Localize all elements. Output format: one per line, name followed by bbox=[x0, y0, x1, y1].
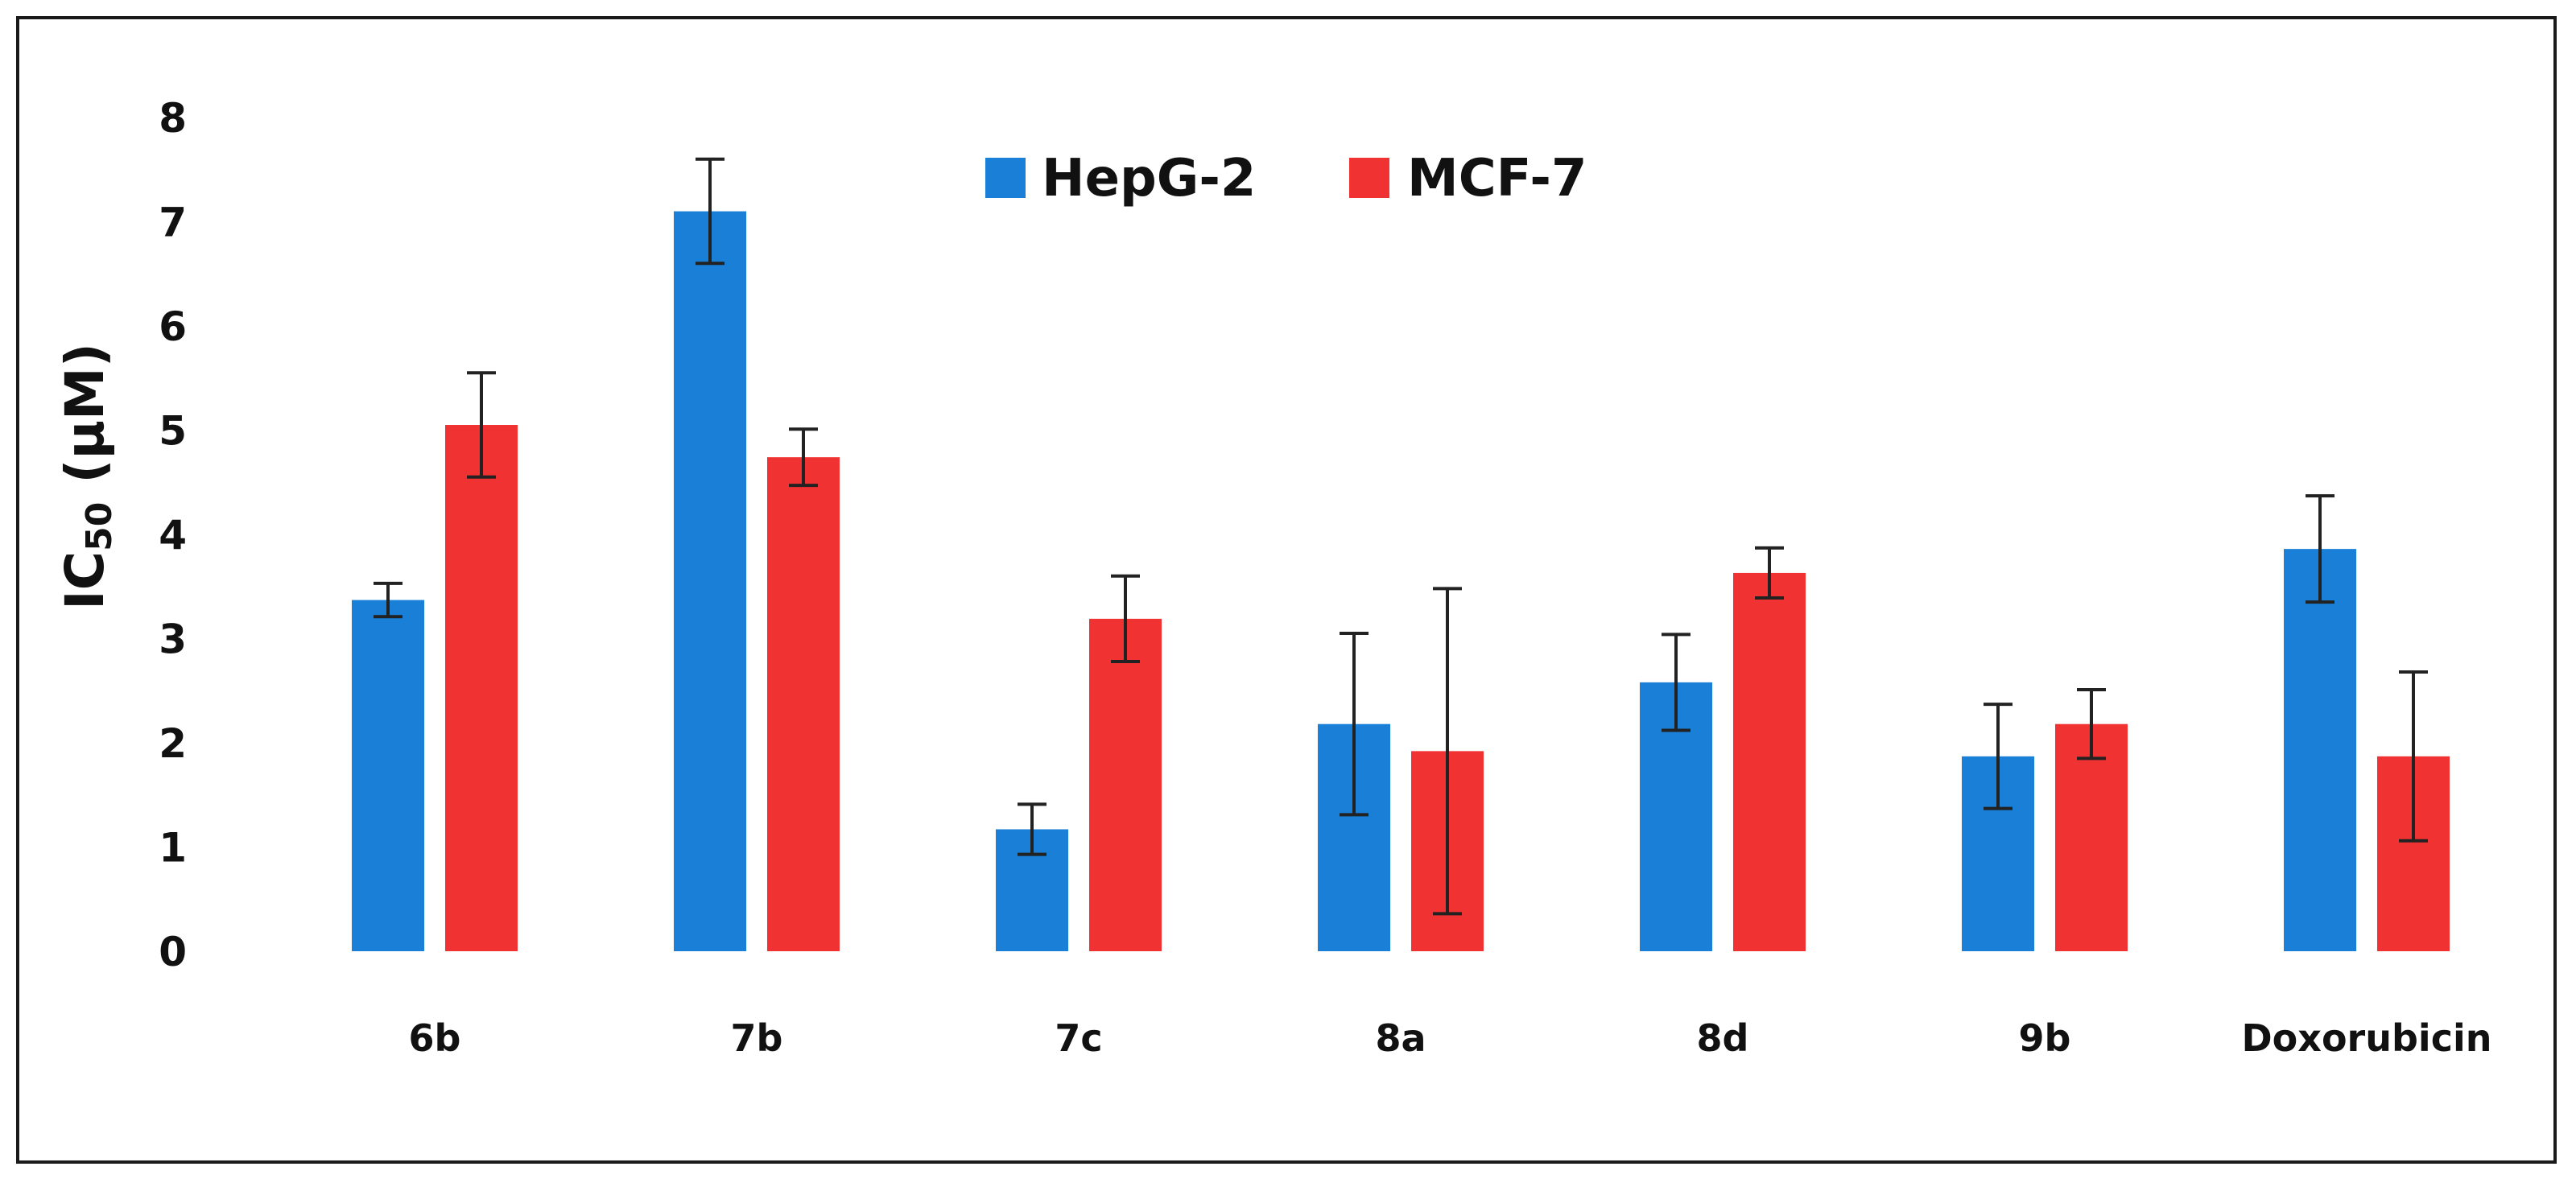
x-tick-label: 7b bbox=[731, 1016, 783, 1060]
bar-mcf7-7b bbox=[767, 457, 840, 951]
y-tick-label: 0 bbox=[159, 929, 187, 975]
y-axis-label: IC50 (µM) bbox=[54, 343, 120, 610]
y-tick-label: 1 bbox=[159, 825, 187, 872]
y-axis-label-sub: 50 bbox=[79, 502, 120, 551]
x-tick-label: Doxorubicin bbox=[2242, 1016, 2492, 1060]
bar-mcf7-6b bbox=[445, 425, 518, 951]
legend-label-mcf7: MCF-7 bbox=[1407, 149, 1587, 208]
bars bbox=[352, 211, 2450, 951]
bar-mcf7-9b bbox=[2055, 723, 2128, 951]
y-axis-ticks: 0 1 2 3 4 5 6 7 8 bbox=[159, 95, 187, 975]
x-tick-label: 6b bbox=[409, 1016, 461, 1060]
legend-swatch-mcf7 bbox=[1349, 158, 1389, 198]
legend-label-hepg2: HepG-2 bbox=[1042, 149, 1256, 208]
y-tick-label: 4 bbox=[159, 512, 187, 559]
error-bars bbox=[374, 157, 2428, 916]
bar-hepg2-doxorubicin bbox=[2284, 549, 2356, 951]
y-tick-label: 3 bbox=[159, 616, 187, 663]
x-tick-label: 8a bbox=[1375, 1016, 1426, 1060]
x-tick-label: 8d bbox=[1697, 1016, 1749, 1060]
bar-mcf7-8d bbox=[1733, 572, 1806, 951]
bar-hepg2-6b bbox=[352, 600, 424, 951]
legend: HepG-2 MCF-7 bbox=[985, 149, 1587, 208]
y-axis-label-main: IC bbox=[54, 551, 116, 610]
y-tick-label: 5 bbox=[159, 408, 187, 455]
legend-swatch-hepg2 bbox=[985, 158, 1026, 198]
bar-mcf7-7c bbox=[1089, 618, 1162, 951]
y-tick-label: 7 bbox=[159, 200, 187, 246]
x-tick-label: 9b bbox=[2019, 1016, 2071, 1060]
y-tick-label: 6 bbox=[159, 303, 187, 350]
y-axis-label-unit: (µM) bbox=[54, 343, 116, 502]
bar-hepg2-7b bbox=[674, 211, 746, 951]
x-axis-ticks: 6b 7b 7c 8a 8d 9b Doxorubicin bbox=[409, 1016, 2492, 1060]
y-tick-label: 2 bbox=[159, 720, 187, 767]
y-tick-label: 8 bbox=[159, 95, 187, 142]
x-tick-label: 7c bbox=[1055, 1016, 1102, 1060]
chart-frame bbox=[16, 16, 2557, 1164]
